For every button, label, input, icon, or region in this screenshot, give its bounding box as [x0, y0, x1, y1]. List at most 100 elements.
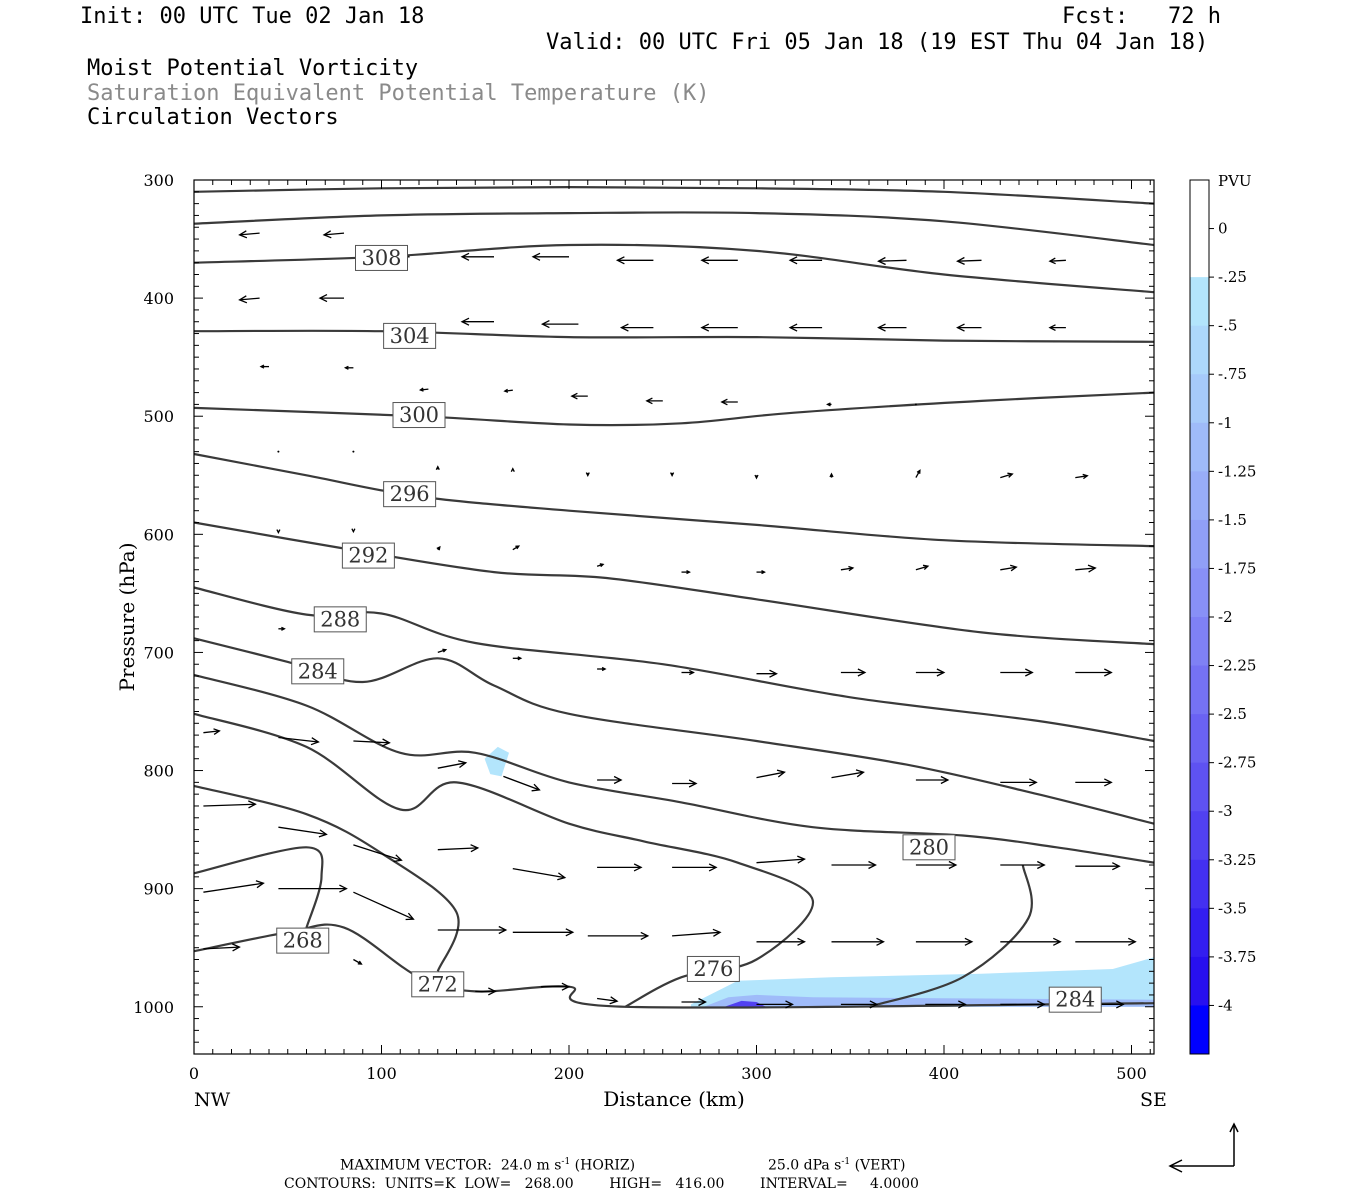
vector-head-1 [322, 230, 332, 239]
colorbar-swatch-11 [1190, 714, 1209, 764]
contour-label-7: 280 [909, 835, 949, 859]
colorbar-swatch-17 [1190, 1005, 1209, 1055]
circulation-vector-15 [619, 323, 654, 332]
circulation-vector-53 [437, 648, 448, 654]
circulation-vector-103 [681, 997, 707, 1007]
vector-head-76 [393, 854, 403, 863]
vector-head-55 [601, 666, 607, 672]
circulation-vector-76 [353, 844, 403, 863]
circulation-vector-28 [826, 402, 832, 407]
circulation-vector-87 [278, 884, 348, 893]
vector-shaft-49 [915, 565, 929, 571]
vector-head-11 [238, 295, 248, 304]
vector-head-14 [540, 320, 550, 329]
contour-label-box-3 [383, 481, 437, 508]
vector-shaft-76 [353, 844, 402, 861]
contours-note: CONTOURS: UNITS=K LOW= 268.00 HIGH= 416.… [284, 1176, 919, 1192]
colorbar-label-0: 0 [1218, 220, 1228, 238]
init-time: Init: 00 UTC Tue 02 Jan 18 [80, 4, 425, 29]
vector-head-81 [797, 855, 806, 864]
y-tick-label-900: 900 [143, 880, 174, 899]
circulation-vector-34 [585, 472, 590, 478]
circulation-vector-19 [956, 323, 982, 332]
circulation-vector-9 [956, 256, 982, 265]
y-tick-label-300: 300 [143, 171, 174, 190]
circulation-vector-82 [831, 860, 877, 870]
contour-label-4: 292 [348, 544, 388, 568]
vector-head-17 [788, 323, 798, 332]
axes-layer: 0 100 200 300 400 500 300 400 500 600 700 800 900 100… [133, 171, 1155, 1083]
circulation-vector-23 [418, 387, 429, 392]
circulation-vector-0 [238, 230, 260, 239]
vector-head-84 [1037, 860, 1046, 870]
max-vector-horiz-exponent: -1 [561, 1157, 571, 1167]
pv-region-0 [690, 957, 1154, 1007]
circulation-vector-8 [877, 256, 907, 266]
pv-region-3 [484, 746, 509, 777]
x-tick-label-300: 300 [741, 1064, 772, 1083]
circulation-vector-21 [259, 364, 269, 369]
circulation-vector-79 [597, 863, 643, 872]
contour-label-layer: 308 304 300 296 292 288 284 280 276 284 272 268 [276, 244, 1102, 1013]
max-vector-note: MAXIMUM VECTOR: 24.0 m s-1 (HORIZ) [340, 1157, 635, 1174]
vector-shaft-8 [878, 259, 907, 262]
circulation-vector-58 [840, 668, 867, 677]
colorbar-swatch-1 [1190, 228, 1209, 278]
vector-shaft-66 [503, 775, 540, 791]
circulation-vector-93 [756, 937, 806, 946]
vector-shaft-51 [1075, 567, 1096, 571]
vector-shaft-10 [1049, 259, 1066, 262]
circulation-vector-91 [587, 931, 650, 940]
y-tick-label-700: 700 [143, 643, 174, 662]
vector-head-108 [1116, 1000, 1125, 1009]
colorbar-label-1: -.25 [1218, 268, 1247, 286]
x-axis-right-end-label: SE [1140, 1089, 1167, 1111]
x-tick-label-500: 500 [1116, 1064, 1147, 1083]
colorbar-swatch-9 [1190, 617, 1209, 667]
contour-label-box-5 [313, 606, 367, 633]
circulation-vector-71 [915, 775, 950, 785]
colorbar-swatch-2 [1190, 277, 1209, 327]
vector-head-39 [1007, 472, 1014, 478]
colorbar-label-12: -3 [1218, 802, 1233, 820]
vector-head-44 [515, 545, 521, 550]
circulation-vector-61 [1075, 668, 1113, 677]
colorbar-label-3: -.75 [1218, 365, 1247, 383]
circulation-vector-88 [353, 891, 415, 921]
circulation-vector-86 [203, 880, 265, 893]
theta-e-contour-308-0 [193, 243, 1155, 294]
vector-head-87 [339, 884, 348, 893]
vector-head-61 [1104, 668, 1113, 677]
circulation-vector-50 [1000, 564, 1018, 572]
circulation-vector-45 [596, 563, 605, 568]
vector-head-47 [761, 570, 766, 575]
contour-label-0: 308 [361, 246, 401, 270]
vector-head-27 [720, 398, 728, 406]
vector-head-5 [615, 256, 625, 265]
colorbar-label-15: -3.75 [1218, 948, 1256, 966]
vector-head-53 [442, 648, 448, 653]
contour-label-box-10 [411, 971, 465, 998]
vector-head-90 [565, 928, 575, 937]
y-axis-title: Pressure (hPa) [115, 543, 139, 692]
vector-head-38 [916, 469, 921, 474]
vector-dot-30 [277, 450, 280, 453]
colorbar-swatch-4 [1190, 374, 1209, 424]
circulation-vector-41 [276, 529, 281, 535]
contour-label-3: 296 [390, 482, 430, 506]
vector-head-97 [1128, 937, 1137, 946]
colorbar-label-13: -3.25 [1218, 851, 1256, 869]
vector-head-15 [619, 323, 629, 332]
max-vector-vert-prefix: 25.0 dPa s [768, 1157, 842, 1174]
vector-head-22 [343, 365, 349, 370]
vector-head-83 [948, 860, 958, 870]
circulation-vector-81 [756, 855, 806, 864]
colorbar-swatch-13 [1190, 811, 1209, 861]
colorbar-swatch-3 [1190, 325, 1209, 375]
contour-label-1: 304 [390, 324, 430, 348]
vector-head-54 [517, 656, 523, 661]
circulation-vector-44 [512, 545, 521, 551]
vector-head-106 [958, 1000, 967, 1009]
vector-shaft-99 [353, 958, 362, 965]
vector-head-49 [922, 564, 930, 570]
